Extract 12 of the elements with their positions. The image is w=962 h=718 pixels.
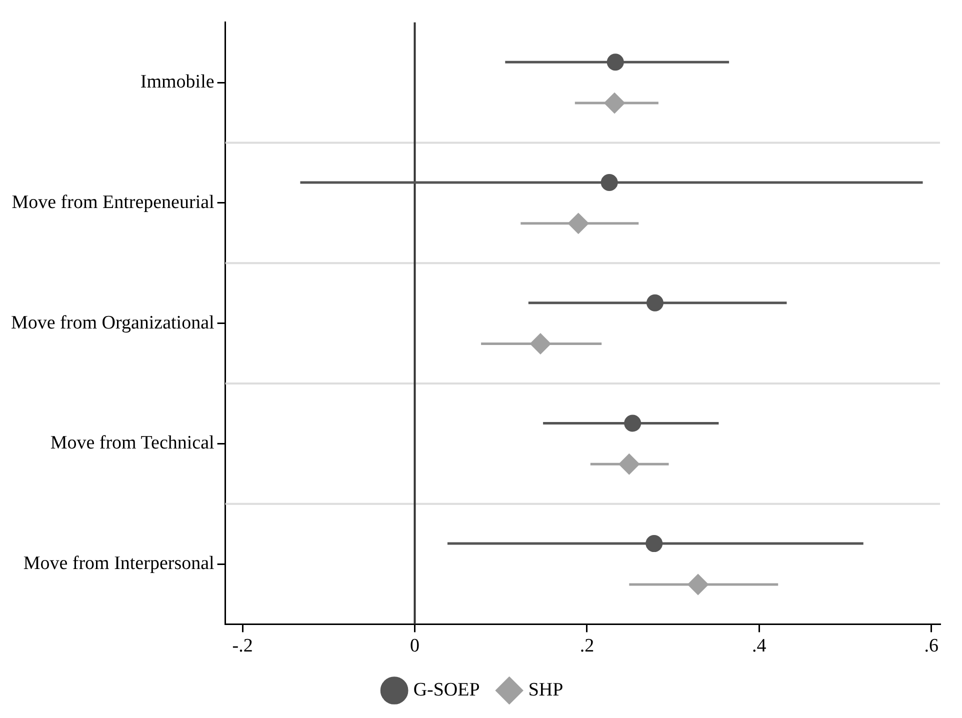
x-tick-label: .6 — [924, 636, 939, 657]
x-tick-label: -.2 — [232, 636, 253, 657]
y-tick-label: Move from Technical — [50, 432, 214, 454]
y-tick-label: Move from Entrepeneurial — [12, 192, 214, 213]
x-tick-label: .4 — [752, 636, 767, 657]
legend-label: G-SOEP — [413, 679, 480, 700]
legend-label: SHP — [528, 679, 564, 700]
x-tick-label: .2 — [580, 636, 594, 657]
y-tick-label: Immobile — [140, 72, 214, 93]
y-tick-label: Move from Organizational — [10, 312, 214, 334]
y-tick-label: Move from Interpersonal — [23, 553, 214, 574]
x-tick-label: 0 — [410, 636, 420, 657]
